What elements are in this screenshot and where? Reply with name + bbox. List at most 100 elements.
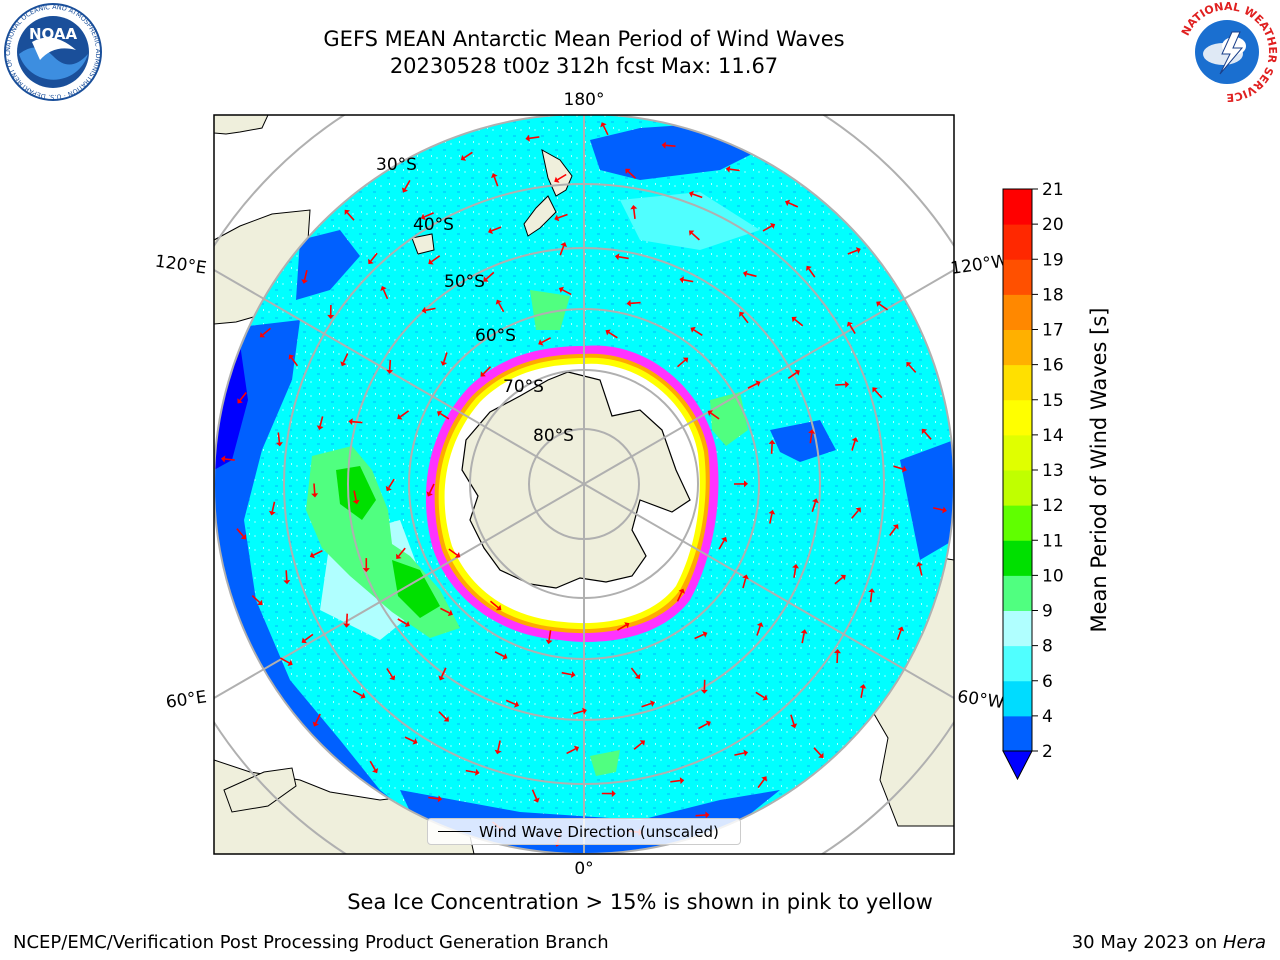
wind-wave-arrow xyxy=(388,478,395,489)
wind-wave-arrow-head xyxy=(344,209,350,215)
lon-label-120w: 120°W xyxy=(949,251,1009,279)
wind-wave-arrow xyxy=(562,289,572,296)
wind-wave-arrow-head xyxy=(892,524,899,530)
wind-wave-arrow xyxy=(616,624,627,631)
wind-wave-arrow-head xyxy=(352,499,360,505)
wind-wave-arrow xyxy=(869,592,873,603)
wind-wave-arrow xyxy=(280,657,290,664)
wind-wave-arrow-head xyxy=(397,413,403,420)
machine-name: Hera xyxy=(1222,932,1266,953)
wind-wave-arrow-head xyxy=(558,286,564,293)
wind-wave-arrow xyxy=(630,301,641,305)
wind-wave-arrow xyxy=(718,540,725,550)
wind-wave-arrow xyxy=(851,440,856,451)
colorbar-block xyxy=(1003,715,1032,752)
wind-wave-arrow-head xyxy=(792,564,799,569)
wind-wave-arrow-head xyxy=(661,141,666,149)
wind-wave-arrow-head xyxy=(447,609,453,617)
wind-wave-arrow-head xyxy=(705,720,711,727)
wind-wave-arrow-head xyxy=(855,247,861,254)
wind-wave-arrow-head xyxy=(514,701,520,708)
wind-wave-arrow-head xyxy=(301,637,307,644)
wind-wave-arrow-head xyxy=(437,410,443,417)
wind-wave-arrow xyxy=(790,714,795,725)
wind-wave-arrow xyxy=(438,711,447,720)
wind-wave-arrow xyxy=(425,307,436,312)
wind-wave-arrow-head xyxy=(428,258,434,265)
wind-wave-arrow xyxy=(794,318,804,327)
mid-period-north xyxy=(620,192,760,250)
colorbar-underflow xyxy=(1002,750,1033,781)
wind-wave-arrow-head xyxy=(808,429,816,434)
wind-wave-arrow-head xyxy=(762,694,768,701)
wind-wave-arrow-head xyxy=(360,692,366,699)
wind-wave-arrow xyxy=(918,565,923,576)
wind-wave-arrow xyxy=(529,136,540,140)
colorbar-block xyxy=(1003,645,1032,682)
wind-wave-arrow-head xyxy=(634,673,641,679)
wind-wave-arrow-head xyxy=(705,811,710,819)
credit-text: NCEP/EMC/Verification Post Processing Pr… xyxy=(13,932,609,953)
wind-wave-arrow xyxy=(746,273,757,278)
wind-wave-arrow xyxy=(352,690,363,697)
colorbar-tick-label: 18 xyxy=(1042,285,1064,305)
wind-wave-arrow xyxy=(370,252,378,262)
wind-wave-arrow-head xyxy=(533,797,540,803)
colorbar-tick-label: 15 xyxy=(1042,391,1064,411)
wind-wave-arrow-head xyxy=(702,631,708,638)
wind-wave-arrow xyxy=(489,600,499,609)
wind-wave-arrow xyxy=(676,359,686,368)
wind-wave-arrow xyxy=(388,359,392,370)
land-new-zealand-south xyxy=(523,195,557,237)
wind-wave-arrow-head xyxy=(340,361,347,367)
wind-wave-arrow-head xyxy=(283,580,291,585)
wind-wave-arrow-head xyxy=(309,552,315,559)
wind-wave-arrow xyxy=(692,193,703,199)
wind-wave-arrow-head xyxy=(840,574,846,581)
wind-wave-arrow xyxy=(665,144,676,147)
wind-wave-arrow xyxy=(271,501,276,512)
wind-wave-arrow xyxy=(313,549,323,556)
wind-wave-arrow xyxy=(369,760,376,771)
wind-wave-arrow xyxy=(304,633,314,641)
colorbar-block xyxy=(1003,610,1032,647)
wind-wave-arrow-head xyxy=(846,321,853,327)
wind-wave-arrow-head xyxy=(301,279,308,284)
wind-wave-arrow-head xyxy=(624,622,630,629)
wind-wave-arrow-head xyxy=(573,745,579,752)
wind-wave-arrow-head xyxy=(455,552,461,558)
wind-wave-arrow-head xyxy=(868,588,876,593)
wind-wave-arrow xyxy=(557,173,567,181)
colorbar-ticks: 2 4 6 8 9 10 11 12 13 14 15 16 17 18 19 20 21 xyxy=(1032,180,1064,762)
wind-wave-arrow-head xyxy=(611,790,616,798)
wind-wave-arrow-head xyxy=(768,439,776,444)
wind-wave-arrow xyxy=(559,245,565,256)
wind-wave-arrow-head xyxy=(380,286,387,292)
wind-wave-arrow xyxy=(741,314,749,324)
date-prefix: 30 May 2023 on xyxy=(1071,932,1223,953)
wind-wave-arrow-head xyxy=(770,223,776,230)
lon-label-60e: 60°E xyxy=(165,687,208,712)
wind-wave-arrow xyxy=(561,671,572,676)
noaa-logo-text: NOAA xyxy=(29,25,78,43)
wind-wave-arrow xyxy=(352,420,363,424)
colorbar-tick-label: 17 xyxy=(1042,321,1064,341)
wind-wave-arrow-head xyxy=(494,749,502,755)
chart-subtitle: 20230528 t00z 312h fcst Max: 11.67 xyxy=(389,54,779,78)
wind-wave-arrow-head xyxy=(426,491,433,497)
wind-wave-arrow-head xyxy=(625,168,631,174)
colorbar: 2 4 6 8 9 10 11 12 13 14 15 16 17 18 19 20 21 Mean Perio… xyxy=(1002,180,1111,781)
wind-wave-arrow-head xyxy=(906,362,912,368)
wind-wave-arrow-head xyxy=(240,534,246,540)
colorbar-block xyxy=(1003,364,1032,401)
wind-wave-arrow xyxy=(285,570,288,581)
wind-wave-arrow xyxy=(448,548,458,556)
wind-wave-arrow xyxy=(769,513,773,524)
wind-wave-arrow xyxy=(801,633,805,644)
wind-wave-arrow xyxy=(346,212,355,221)
wind-wave-arrow xyxy=(428,483,435,494)
legend-label: Wind Wave Direction (unscaled) xyxy=(479,822,719,841)
wind-wave-arrow xyxy=(497,740,501,751)
wind-wave-arrow xyxy=(315,713,321,724)
wind-wave-arrow xyxy=(874,389,883,399)
